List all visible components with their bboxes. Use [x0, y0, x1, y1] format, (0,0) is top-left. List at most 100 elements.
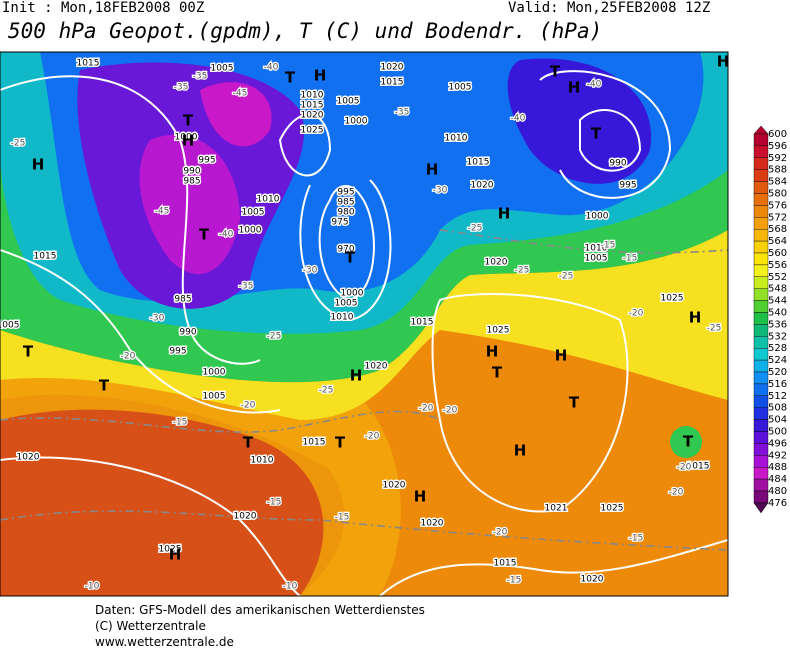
color-legend: 6005965925885845805765725685645605565525…: [753, 125, 787, 514]
isobar: [0, 249, 281, 414]
legend-label: 488: [768, 462, 787, 473]
temperature-label: -20: [677, 463, 692, 473]
legend-label: 572: [768, 212, 787, 223]
pressure-label: 1015: [494, 559, 517, 569]
legend-swatch: [753, 217, 769, 230]
pressure-label: 995: [337, 188, 354, 198]
pressure-center: T: [550, 63, 561, 81]
isobar: [539, 70, 672, 199]
warm-region: [0, 394, 345, 596]
pressure-label: 990: [179, 328, 196, 338]
temperature-label: -20: [419, 404, 434, 414]
pressure-center: T: [23, 343, 34, 361]
temperature-label: -15: [623, 254, 638, 264]
legend-swatch: [753, 181, 769, 194]
legend-swatch: [753, 419, 769, 432]
legend-label: 492: [768, 450, 787, 461]
legend-label: 536: [768, 319, 787, 330]
pressure-label: 1020: [365, 362, 388, 372]
temperature-label: -20: [669, 488, 684, 498]
legend-label: 504: [768, 415, 787, 426]
legend-swatch: [753, 431, 769, 444]
temperature-label: -15: [601, 241, 616, 251]
pressure-label: 1005: [337, 97, 360, 107]
pressure-center: T: [243, 434, 254, 452]
legend-swatch: [753, 145, 769, 158]
isobar: [431, 293, 629, 513]
legend-swatch: [753, 455, 769, 468]
temperature-label: -40: [219, 230, 234, 240]
cold-core: [200, 82, 272, 147]
temperature-label: -40: [264, 63, 279, 73]
isobar: [379, 539, 728, 596]
temperature-label: -25: [707, 324, 722, 334]
legend-swatch: [753, 490, 769, 504]
legend-swatch: [753, 228, 769, 242]
temperature-label: -25: [319, 386, 334, 396]
temperature-label: -15: [629, 534, 644, 544]
pressure-center: H: [514, 442, 527, 460]
isotherm: [0, 510, 728, 551]
pressure-label: 1015: [381, 78, 404, 88]
legend-label: 548: [768, 284, 787, 295]
pressure-label: 1025: [487, 326, 510, 336]
legend-label: 560: [768, 248, 787, 259]
legend-label: 496: [768, 438, 787, 449]
pressure-center: T: [569, 394, 580, 412]
legend-swatch: [753, 348, 769, 361]
temperature-label: -40: [511, 114, 526, 124]
pressure-center: T: [591, 125, 602, 143]
legend-label: 556: [768, 260, 787, 271]
cold-core: [139, 134, 240, 275]
pressure-label: 1010: [301, 91, 324, 101]
legend-arrow: [753, 125, 769, 135]
temperature-label: -35: [193, 72, 208, 82]
legend-label: 532: [768, 331, 787, 342]
legend-label: 484: [768, 474, 787, 485]
legend-label: 588: [768, 165, 787, 176]
temperature-label: -15: [507, 576, 522, 586]
pressure-label: 1015: [303, 438, 326, 448]
legend-label: 544: [768, 296, 787, 307]
pressure-label: 1020: [234, 512, 257, 522]
pressure-label: 990: [183, 167, 200, 177]
temperature-label: -20: [121, 352, 136, 362]
temperature-label: -15: [335, 513, 350, 523]
temperature-label: -15: [267, 498, 282, 508]
legend-label: 576: [768, 200, 787, 211]
legend-swatch: [753, 312, 769, 325]
legend-label: 568: [768, 224, 787, 235]
legend-swatch: [753, 276, 769, 289]
isotherm: [439, 229, 728, 254]
pressure-label: 1025: [601, 504, 624, 514]
pressure-label: 1015: [687, 462, 710, 472]
pressure-label: 975: [331, 218, 348, 228]
pressure-label: 1015: [411, 318, 434, 328]
pressure-label: 995: [169, 347, 186, 357]
legend-swatch: [753, 336, 769, 349]
legend-swatch: [753, 478, 769, 492]
pressure-center: H: [498, 205, 511, 223]
legend-arrow: [753, 502, 769, 514]
legend-label: 584: [768, 177, 787, 188]
legend-label: 596: [768, 141, 787, 152]
pressure-label: 995: [198, 156, 215, 166]
pressure-center: T: [199, 226, 210, 244]
pressure-label: 1025: [661, 294, 684, 304]
pressure-label: 1000: [586, 212, 609, 222]
pressure-label: 1020: [383, 481, 406, 491]
pressure-label: 1025: [301, 126, 324, 136]
temperature-label: -20: [629, 309, 644, 319]
legend-label: 508: [768, 403, 787, 414]
pressure-label: 990: [609, 159, 626, 169]
pressure-label: 1020: [301, 111, 324, 121]
temperature-label: -25: [267, 332, 282, 342]
legend-swatch: [753, 133, 769, 147]
legend-label: 500: [768, 427, 787, 438]
legend-label: 524: [768, 355, 787, 366]
pressure-label: 1005: [449, 83, 472, 93]
legend-label: 540: [768, 308, 787, 319]
pressure-center: H: [689, 309, 702, 327]
pressure-label: 1000: [203, 368, 226, 378]
